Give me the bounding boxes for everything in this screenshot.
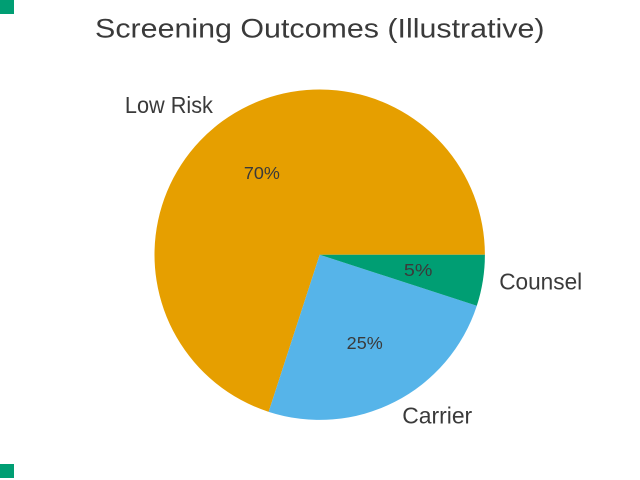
svg-text:Counsel: Counsel (499, 269, 582, 295)
svg-text:Screening Outcomes (Illustrati: Screening Outcomes (Illustrative) (95, 13, 545, 44)
svg-text:Low Risk: Low Risk (125, 92, 214, 118)
svg-text:70%: 70% (244, 163, 280, 183)
svg-text:5%: 5% (404, 260, 433, 280)
svg-text:Carrier: Carrier (402, 403, 472, 429)
svg-text:25%: 25% (347, 333, 383, 353)
